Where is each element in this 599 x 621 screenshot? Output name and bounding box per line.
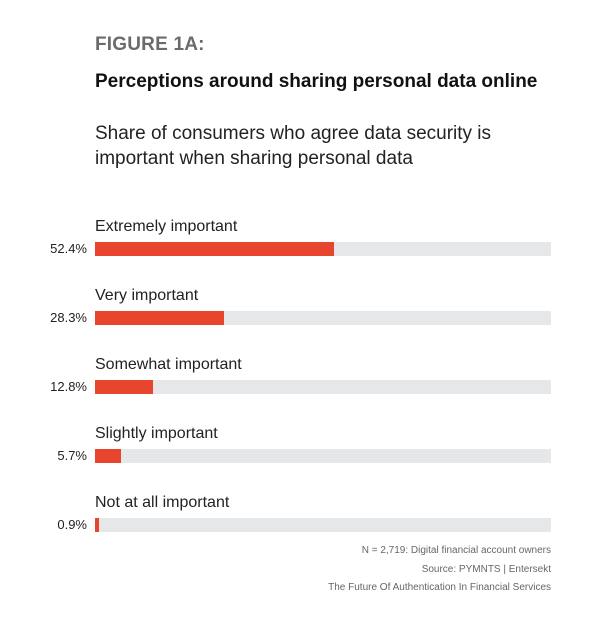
bar-track bbox=[95, 518, 551, 532]
bar-track bbox=[95, 449, 551, 463]
bar bbox=[95, 518, 100, 532]
category-label: Very important bbox=[95, 287, 199, 304]
chart-subtitle: Share of consumers who agree data securi… bbox=[95, 123, 492, 169]
category-label: Extremely important bbox=[95, 218, 238, 235]
figure-label: FIGURE 1A: bbox=[95, 34, 205, 55]
bar-track bbox=[95, 242, 551, 256]
bar bbox=[95, 380, 154, 394]
report-note: The Future Of Authentication In Financia… bbox=[328, 582, 551, 593]
source-note: Source: PYMNTS | Entersekt bbox=[421, 564, 551, 575]
value-label: 52.4% bbox=[50, 241, 87, 256]
value-label: 0.9% bbox=[57, 517, 87, 532]
value-label: 5.7% bbox=[57, 448, 87, 463]
chart-title: Perceptions around sharing personal data… bbox=[95, 71, 538, 92]
bar-track bbox=[95, 311, 551, 325]
bar bbox=[95, 311, 225, 325]
bar bbox=[95, 449, 121, 463]
bar bbox=[95, 242, 334, 256]
category-label: Somewhat important bbox=[95, 356, 242, 373]
bar-track bbox=[95, 380, 551, 394]
sample-note: N = 2,719: Digital financial account own… bbox=[361, 545, 551, 556]
value-label: 12.8% bbox=[50, 379, 87, 394]
category-label: Slightly important bbox=[95, 425, 218, 442]
category-label: Not at all important bbox=[95, 494, 230, 511]
value-label: 28.3% bbox=[50, 310, 87, 325]
